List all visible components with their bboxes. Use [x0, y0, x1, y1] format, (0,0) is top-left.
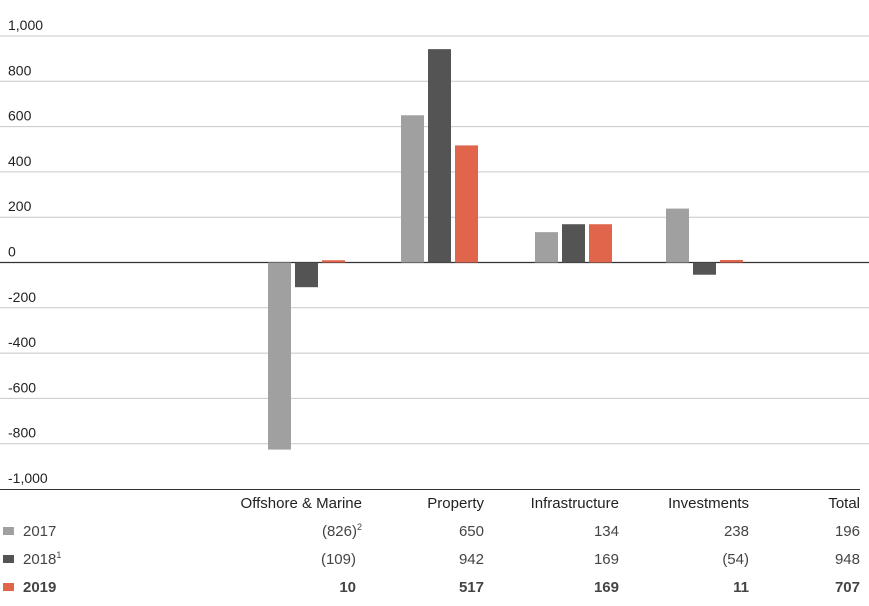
cell-value: 517 — [459, 579, 484, 596]
footnote-marker: 1 — [56, 550, 61, 560]
bar-2018-offshore-marine — [295, 263, 318, 288]
table-header-offshore-marine: Offshore & Marine — [180, 489, 362, 517]
series-label: 2018 — [23, 551, 56, 568]
bar-chart: 1,000 800 600 400 200 0 -200 -400 -600 -800 -1,000 — [0, 0, 869, 489]
bar-2019-property — [455, 145, 478, 262]
bar-2018-property — [428, 49, 451, 262]
table-cell: (826)2 — [180, 517, 362, 545]
data-table: Offshore & Marine Property Infrastructur… — [0, 489, 860, 601]
table-header-property: Property — [362, 489, 484, 517]
legend-label: 20181 — [0, 545, 180, 573]
bar-2017-infrastructure — [535, 232, 558, 262]
y-tick-label: -200 — [8, 289, 36, 305]
cell-value: 238 — [724, 523, 749, 540]
y-tick-label: 0 — [8, 244, 16, 260]
cell-value: 650 — [459, 523, 484, 540]
cell-value: 10 — [339, 579, 356, 596]
table-header-total: Total — [749, 489, 860, 517]
bar-2017-property — [401, 115, 424, 262]
cell-value: 942 — [459, 551, 484, 568]
bar-2018-investments — [693, 263, 716, 275]
y-tick-label: 200 — [8, 198, 32, 214]
legend-label: 2019 — [0, 573, 180, 601]
series-label: 2017 — [23, 523, 56, 540]
y-tick-label: -400 — [8, 334, 36, 350]
table-header-infrastructure: Infrastructure — [484, 489, 619, 517]
legend-swatch — [3, 555, 14, 563]
table-header-blank — [0, 489, 180, 517]
cell-value: (826) — [322, 523, 357, 540]
legend-label: 2017 — [0, 517, 180, 545]
table-cell: 196 — [749, 517, 860, 545]
y-tick-label: -1,000 — [8, 470, 48, 486]
table-cell: 10 — [180, 573, 362, 601]
bar-2019-offshore-marine — [322, 260, 345, 262]
cell-value: 134 — [594, 523, 619, 540]
table-cell: 650 — [362, 517, 484, 545]
table-cell: 707 — [749, 573, 860, 601]
bar-2019-investments — [720, 260, 743, 262]
table-cell: 134 — [484, 517, 619, 545]
table-row: 2019 10 517 169 11 707 — [0, 573, 860, 601]
table-header-row: Offshore & Marine Property Infrastructur… — [0, 489, 860, 517]
legend-swatch — [3, 583, 14, 591]
y-tick-label: 400 — [8, 153, 32, 169]
bar-2018-infrastructure — [562, 224, 585, 262]
cell-value: 169 — [594, 579, 619, 596]
table-row: 2017 (826)2 650 134 238 196 — [0, 517, 860, 545]
cell-value: 169 — [594, 551, 619, 568]
cell-value: 707 — [835, 579, 860, 596]
table-cell: 238 — [619, 517, 749, 545]
table-cell: 948 — [749, 545, 860, 573]
table-cell: 942 — [362, 545, 484, 573]
cell-value: 196 — [835, 523, 860, 540]
cell-value: (109) — [321, 551, 356, 568]
table-cell: (109) — [180, 545, 362, 573]
table-header-investments: Investments — [619, 489, 749, 517]
table-cell: 169 — [484, 545, 619, 573]
table-cell: 169 — [484, 573, 619, 601]
bar-2017-investments — [666, 209, 689, 263]
y-tick-label: -800 — [8, 425, 36, 441]
table-row: 20181 (109) 942 169 (54) 948 — [0, 545, 860, 573]
y-tick-label: -600 — [8, 379, 36, 395]
cell-value: (54) — [722, 551, 749, 568]
bar-2017-offshore-marine — [268, 263, 291, 450]
table-cell: (54) — [619, 545, 749, 573]
legend-swatch — [3, 527, 14, 535]
footnote-marker: 2 — [357, 522, 362, 532]
y-tick-label: 1,000 — [8, 17, 43, 33]
series-label: 2019 — [23, 579, 56, 596]
table-cell: 517 — [362, 573, 484, 601]
y-tick-label: 600 — [8, 108, 32, 124]
table-cell: 11 — [619, 573, 749, 601]
cell-value: 948 — [835, 551, 860, 568]
y-tick-label: 800 — [8, 62, 32, 78]
cell-value: 11 — [733, 579, 749, 596]
bar-2019-infrastructure — [589, 224, 612, 262]
